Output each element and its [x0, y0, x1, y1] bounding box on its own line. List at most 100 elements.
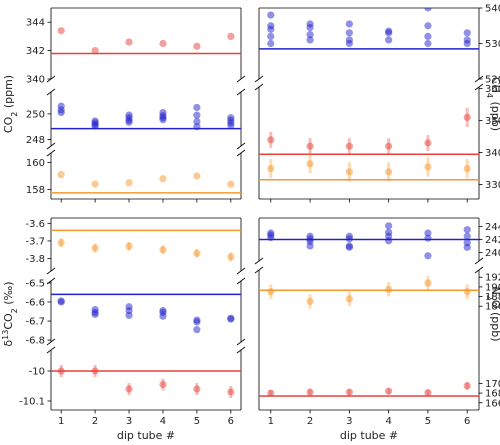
y-tick-label: -10	[29, 367, 45, 378]
data-point	[385, 142, 393, 150]
y-tick-label: 520	[485, 75, 500, 86]
data-point	[345, 295, 353, 303]
data-point	[159, 312, 167, 320]
y-tick-label: 170	[485, 379, 500, 390]
segment-d13co2-1: -6.5 -6.6 -6.7 -6.8	[25, 277, 246, 347]
data-point	[385, 168, 393, 176]
y-tick-label: 160	[26, 158, 45, 169]
data-point	[385, 285, 393, 293]
segment-data-ch4-0	[259, 8, 479, 50]
data-point	[267, 165, 275, 173]
axis-break-mark	[46, 149, 246, 157]
data-point	[306, 31, 314, 39]
data-point	[159, 246, 167, 254]
segment-d13co2-0: -3.6 -3.7 -3.8	[25, 217, 246, 275]
data-point	[424, 279, 432, 287]
data-point	[385, 222, 393, 230]
y-axis-label-co2: CO2 (ppm)	[2, 75, 19, 133]
y-tick-label: 186	[485, 302, 500, 313]
segment-co2-2: 158 160	[26, 149, 246, 200]
segment-data-d13co2-2	[51, 365, 241, 398]
segment-data-ch4-1	[259, 107, 479, 182]
segment-data-n2o-0	[259, 222, 479, 260]
data-point	[424, 163, 432, 171]
segment-d13co2-2: -10 -10.1	[19, 346, 246, 411]
data-point	[306, 23, 314, 32]
data-point	[227, 121, 235, 130]
y-tick-label: 530	[485, 39, 500, 50]
data-point	[424, 229, 432, 237]
data-point	[345, 29, 353, 37]
data-point	[424, 8, 432, 12]
x-tick-label: 2	[307, 416, 313, 427]
panel-co2: 340 342 344 248 250 158 160 CO2 (ppm)	[2, 7, 246, 203]
data-point	[385, 237, 393, 245]
data-point	[125, 179, 133, 187]
data-point	[125, 242, 133, 250]
x-tick-label: 3	[126, 416, 132, 427]
y-tick-label: 350	[485, 116, 500, 127]
data-point	[57, 171, 65, 179]
segment-data-d13co2-0	[51, 229, 241, 262]
panel-d13co2: -3.6 -3.7 -3.8 -6.5 -6.6 -6.7 -6.8 -10 -10.1 1 2 3 4…	[1, 217, 246, 427]
data-point	[91, 180, 99, 188]
y-tick-label: 344	[26, 18, 45, 29]
data-point	[57, 27, 65, 35]
x-tick-label: 4	[385, 416, 391, 427]
y-tick-label: 340	[26, 75, 45, 86]
segment-data-co2-2	[51, 171, 241, 194]
panel-n2o: 240 242 244 166168170 186188190192 1 2 3 4 5 6 N2O …	[254, 217, 500, 427]
y-tick-label: -6.7	[25, 317, 45, 328]
data-point	[345, 388, 353, 396]
x-tick-label: 5	[425, 416, 431, 427]
y-tick-label: -3.8	[25, 254, 45, 265]
y-tick-label: 158	[26, 185, 45, 196]
data-point	[345, 142, 353, 150]
axis-break-mark	[254, 266, 484, 274]
data-point	[91, 47, 99, 55]
data-point	[424, 139, 432, 147]
y-axis-label-ch4: CH4 (ppb)	[486, 77, 500, 131]
data-point	[345, 168, 353, 176]
y-tick-label: 166	[485, 398, 500, 409]
data-point	[385, 29, 393, 37]
y-tick-label: 242	[485, 235, 500, 246]
data-point	[125, 38, 133, 46]
data-point	[159, 116, 167, 124]
data-point	[267, 288, 275, 296]
y-tick-label: 360	[485, 84, 500, 95]
data-point	[345, 243, 353, 251]
x-tick-label: 1	[58, 416, 64, 427]
x-tick-label: 3	[346, 416, 352, 427]
data-point	[306, 242, 314, 250]
data-point	[267, 25, 275, 33]
data-point	[424, 389, 432, 397]
data-point	[193, 172, 201, 180]
data-point	[267, 389, 275, 397]
data-point	[463, 165, 471, 173]
axis-break-mark	[46, 346, 246, 354]
data-point	[306, 160, 314, 168]
axis-break-mark	[46, 88, 246, 96]
data-point	[57, 297, 65, 305]
y-tick-label: 340	[485, 148, 500, 159]
data-point	[463, 382, 471, 390]
x-tick-label: 2	[92, 416, 98, 427]
axis-break-mark	[46, 75, 246, 83]
axis-break-mark	[46, 142, 246, 150]
segment-co2-1: 248 250	[26, 88, 246, 150]
y-axis-label-d13co2: δ13CO2 (‰)	[1, 281, 19, 346]
data-point	[91, 244, 99, 252]
y-tick-label: 240	[485, 248, 500, 259]
data-point	[306, 142, 314, 150]
segment-data-d13co2-1	[51, 293, 241, 334]
y-tick-label: -3.7	[25, 236, 45, 247]
data-point	[57, 108, 65, 117]
data-point	[306, 297, 314, 305]
data-point	[267, 136, 275, 144]
data-point	[306, 388, 314, 396]
data-point	[125, 311, 133, 319]
data-point	[227, 32, 235, 41]
